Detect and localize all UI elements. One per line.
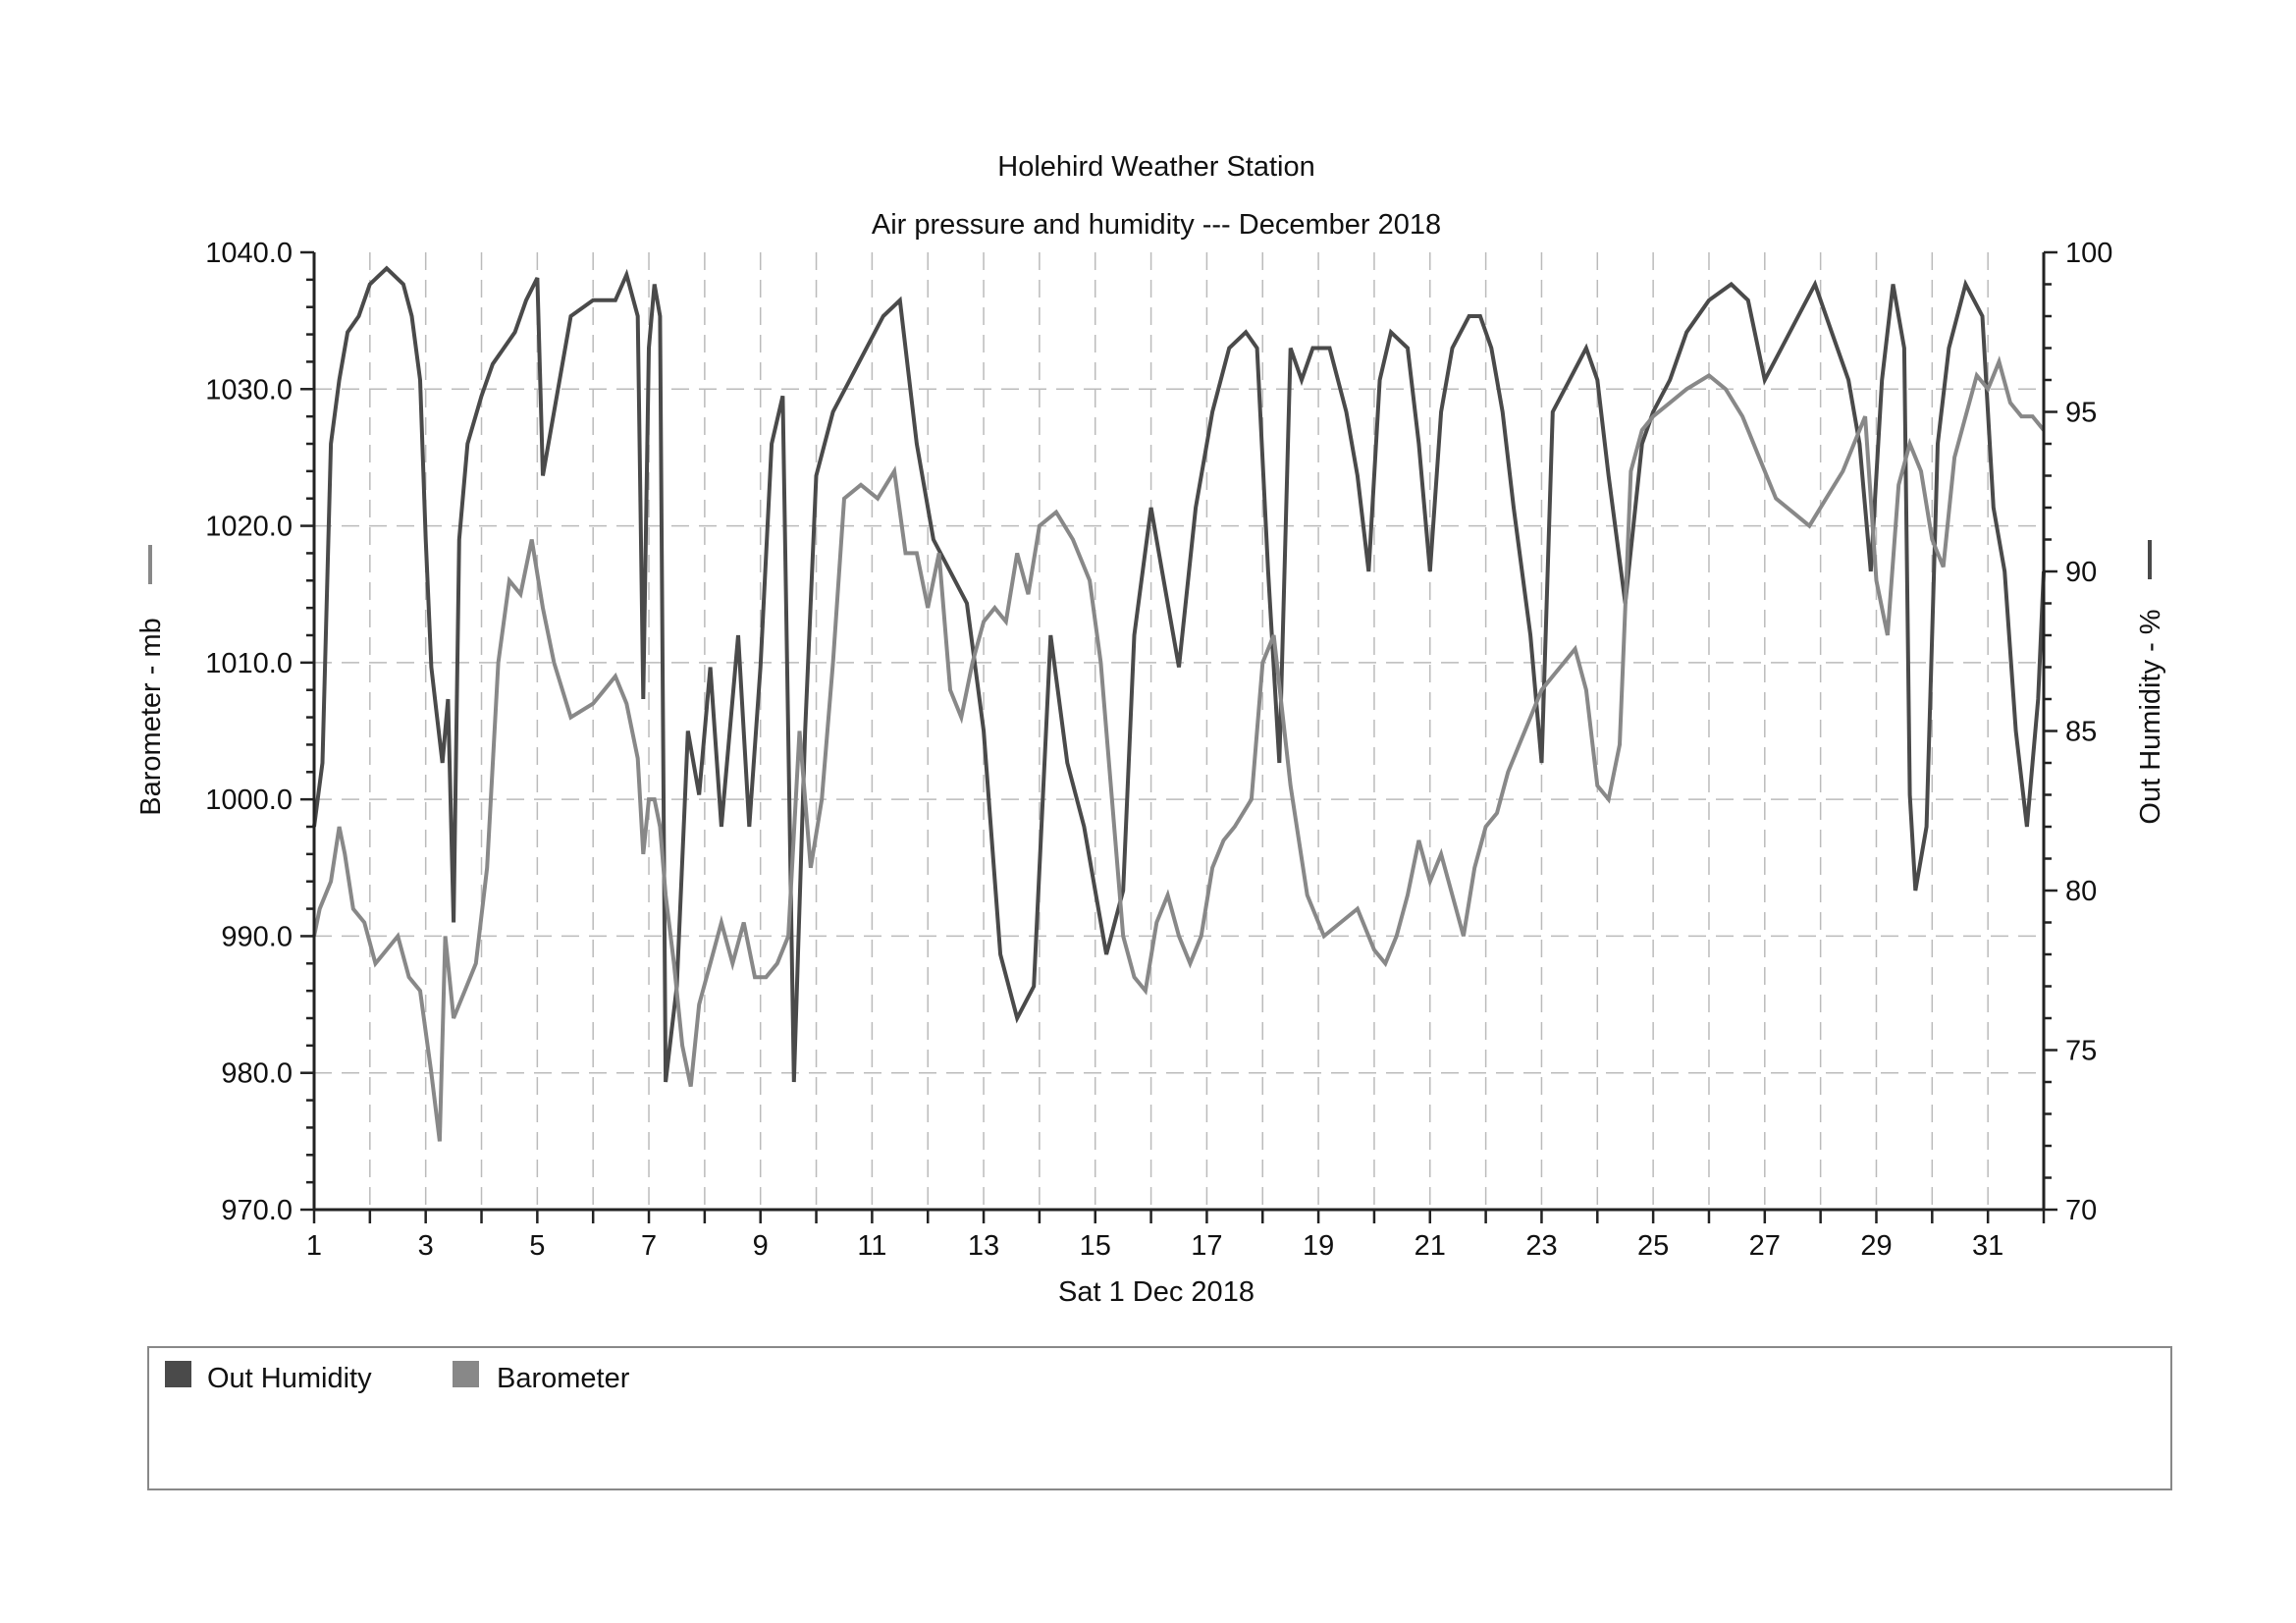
y-left-tick-label: 1040.0 bbox=[205, 238, 293, 269]
tick-labels: 970.0 980.0 990.0 1000.0 1010.0 1020.0 1030.0 1… bbox=[205, 238, 2112, 1262]
y-right-tick-label: 70 bbox=[2065, 1195, 2097, 1226]
y-right-tick-label: 95 bbox=[2065, 398, 2097, 429]
legend-label-barometer: Barometer bbox=[497, 1363, 630, 1394]
x-tick-label: 29 bbox=[1860, 1230, 1892, 1262]
y-axis-right-title: Out Humidity - % bbox=[2135, 609, 2166, 824]
y-right-tick-label: 100 bbox=[2065, 238, 2112, 269]
legend-box bbox=[147, 1346, 2172, 1490]
x-tick-label: 21 bbox=[1415, 1230, 1446, 1262]
y-left-tick-label: 990.0 bbox=[221, 921, 293, 952]
y-left-tick-label: 980.0 bbox=[221, 1058, 293, 1090]
y-right-tick-label: 85 bbox=[2065, 717, 2097, 748]
axes bbox=[300, 250, 2057, 1223]
x-tick-label: 25 bbox=[1637, 1230, 1669, 1262]
chart-title: Holehird Weather Station bbox=[997, 151, 1314, 183]
x-axis-title: Sat 1 Dec 2018 bbox=[1058, 1276, 1255, 1308]
legend-label-out-humidity: Out Humidity bbox=[207, 1363, 372, 1394]
right-axis-title-group: Out Humidity - % bbox=[2135, 540, 2166, 825]
y-right-tick-label: 90 bbox=[2065, 557, 2097, 588]
x-tick-label: 11 bbox=[857, 1230, 886, 1262]
x-tick-label: 7 bbox=[641, 1230, 657, 1262]
y-right-tick-label: 80 bbox=[2065, 876, 2097, 907]
y-left-tick-label: 1010.0 bbox=[205, 648, 293, 679]
series-line-barometer bbox=[312, 355, 2046, 1142]
x-tick-label: 13 bbox=[968, 1230, 999, 1262]
y-axis-left-title: Barometer - mb bbox=[135, 618, 167, 815]
x-tick-label: 1 bbox=[306, 1230, 322, 1262]
series-lines bbox=[312, 265, 2046, 1142]
x-tick-label: 17 bbox=[1191, 1230, 1222, 1262]
x-tick-label: 3 bbox=[418, 1230, 434, 1262]
grid-lines bbox=[314, 252, 2044, 1210]
left-axis-title-group: Barometer - mb bbox=[135, 545, 167, 816]
x-tick-label: 15 bbox=[1080, 1230, 1111, 1262]
legend-swatch-out-humidity bbox=[165, 1361, 191, 1387]
x-tick-label: 31 bbox=[1972, 1230, 2003, 1262]
y-left-tick-label: 1000.0 bbox=[205, 784, 293, 816]
x-tick-label: 19 bbox=[1303, 1230, 1334, 1262]
y-left-tick-label: 1020.0 bbox=[205, 512, 293, 543]
x-tick-label: 23 bbox=[1525, 1230, 1557, 1262]
x-tick-label: 5 bbox=[529, 1230, 545, 1262]
legend: Out Humidity Barometer bbox=[147, 1346, 2172, 1490]
y-left-tick-label: 970.0 bbox=[221, 1195, 293, 1226]
y-right-tick-label: 75 bbox=[2065, 1036, 2097, 1067]
x-tick-label: 9 bbox=[753, 1230, 769, 1262]
series-line-out-humidity bbox=[312, 265, 2046, 1083]
legend-swatch-barometer bbox=[453, 1361, 479, 1387]
y-left-tick-label: 1030.0 bbox=[205, 374, 293, 406]
chart-subtitle: Air pressure and humidity --- December 2… bbox=[872, 209, 1441, 241]
x-tick-label: 27 bbox=[1749, 1230, 1781, 1262]
